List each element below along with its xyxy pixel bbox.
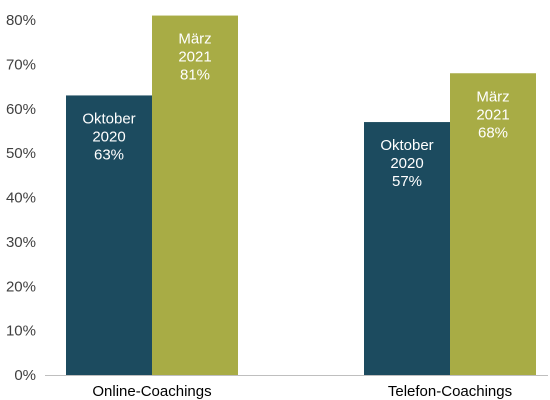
y-tick-label: 10%	[6, 323, 36, 340]
x-category-label: Online-Coachings	[92, 383, 211, 400]
bar-data-label: 2021	[476, 106, 509, 123]
x-category-label: Telefon-Coachings	[388, 383, 512, 400]
bar-data-label: 2020	[92, 128, 125, 145]
bar-data-label: 68%	[478, 124, 508, 141]
y-tick-label: 50%	[6, 145, 36, 162]
y-tick-label: 30%	[6, 234, 36, 251]
y-tick-label: 0%	[14, 367, 36, 384]
bar-labels: Oktober202063%März202181%Oktober202057%M…	[82, 31, 509, 191]
y-tick-label: 80%	[6, 12, 36, 29]
bar-data-label: 2020	[390, 155, 423, 172]
bars	[66, 15, 536, 375]
bar	[152, 15, 238, 375]
bar-data-label: 2021	[178, 49, 211, 66]
bar	[450, 73, 536, 375]
bar	[66, 95, 152, 375]
bar-data-label: 63%	[94, 146, 124, 163]
bar-data-label: März	[476, 88, 509, 105]
y-tick-label: 70%	[6, 56, 36, 73]
bar	[364, 122, 450, 375]
bar-data-label: März	[178, 31, 211, 48]
y-tick-label: 20%	[6, 278, 36, 295]
bar-data-label: Oktober	[380, 137, 433, 154]
y-tick-label: 60%	[6, 101, 36, 118]
bar-data-label: 57%	[392, 173, 422, 190]
category-labels: Online-Coachings Telefon-Coachings	[92, 383, 512, 400]
y-tick-label: 40%	[6, 190, 36, 207]
bar-data-label: 81%	[180, 67, 210, 84]
y-axis: 0% 10% 20% 30% 40% 50% 60% 70% 80%	[6, 12, 36, 384]
bar-data-label: Oktober	[82, 110, 135, 127]
